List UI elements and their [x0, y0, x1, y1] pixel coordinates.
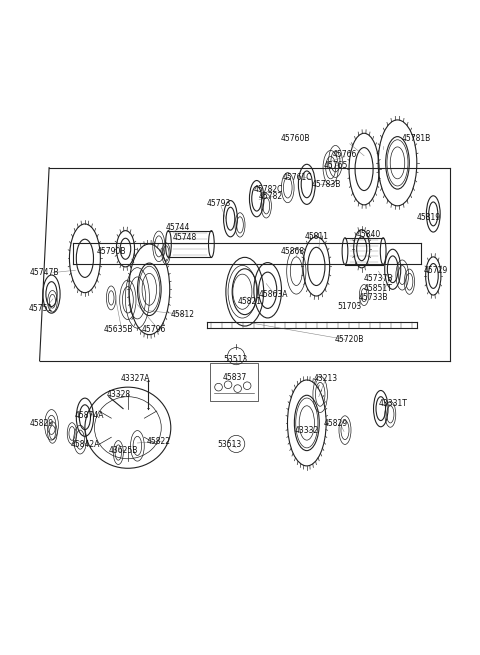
- Text: 45635B: 45635B: [104, 326, 133, 335]
- Text: 45819: 45819: [417, 214, 441, 222]
- Text: 45737B: 45737B: [364, 274, 393, 284]
- Text: 45790B: 45790B: [96, 247, 126, 255]
- Text: 45748: 45748: [173, 233, 197, 242]
- Bar: [210, 364, 258, 402]
- Text: 45761C: 45761C: [283, 173, 312, 181]
- Text: 43328: 43328: [106, 390, 131, 399]
- Text: 45868: 45868: [280, 247, 304, 255]
- Text: 45851T: 45851T: [364, 284, 393, 293]
- Text: 45821: 45821: [238, 297, 262, 306]
- Text: 43625B: 43625B: [108, 445, 138, 455]
- Text: 43213: 43213: [314, 374, 338, 383]
- Text: 45765: 45765: [323, 160, 348, 170]
- Text: 45840: 45840: [357, 230, 381, 239]
- Text: 45863A: 45863A: [259, 290, 288, 299]
- Text: 45751: 45751: [28, 304, 53, 313]
- Text: 45822: 45822: [147, 437, 171, 445]
- Text: 45812: 45812: [171, 310, 195, 319]
- Text: 53513: 53513: [217, 440, 241, 449]
- Text: 45782: 45782: [259, 192, 283, 201]
- Text: 45744: 45744: [166, 223, 190, 232]
- Text: 43331T: 43331T: [378, 400, 407, 408]
- Text: 43332: 43332: [295, 426, 319, 435]
- Text: 45842A: 45842A: [70, 440, 99, 449]
- Text: 45782C: 45782C: [254, 185, 283, 194]
- Text: 45733B: 45733B: [359, 293, 388, 303]
- Text: 45811: 45811: [304, 233, 328, 241]
- Text: 45829: 45829: [324, 419, 348, 428]
- Text: 53513: 53513: [223, 356, 247, 364]
- Text: 45781B: 45781B: [402, 134, 431, 143]
- Text: 45729: 45729: [423, 266, 448, 274]
- Text: 45793: 45793: [206, 199, 231, 208]
- Text: 45766: 45766: [333, 150, 357, 159]
- Text: 45874A: 45874A: [75, 411, 105, 421]
- Text: 43327A: 43327A: [120, 374, 150, 383]
- Text: 45760B: 45760B: [280, 134, 310, 143]
- Text: 45783B: 45783B: [311, 180, 341, 189]
- Text: 45796: 45796: [142, 326, 166, 335]
- Text: 45747B: 45747B: [30, 268, 59, 277]
- Text: 45837: 45837: [222, 373, 246, 382]
- Text: 45720B: 45720B: [335, 335, 364, 344]
- Text: 45829: 45829: [30, 419, 54, 428]
- Text: 51703: 51703: [337, 303, 362, 312]
